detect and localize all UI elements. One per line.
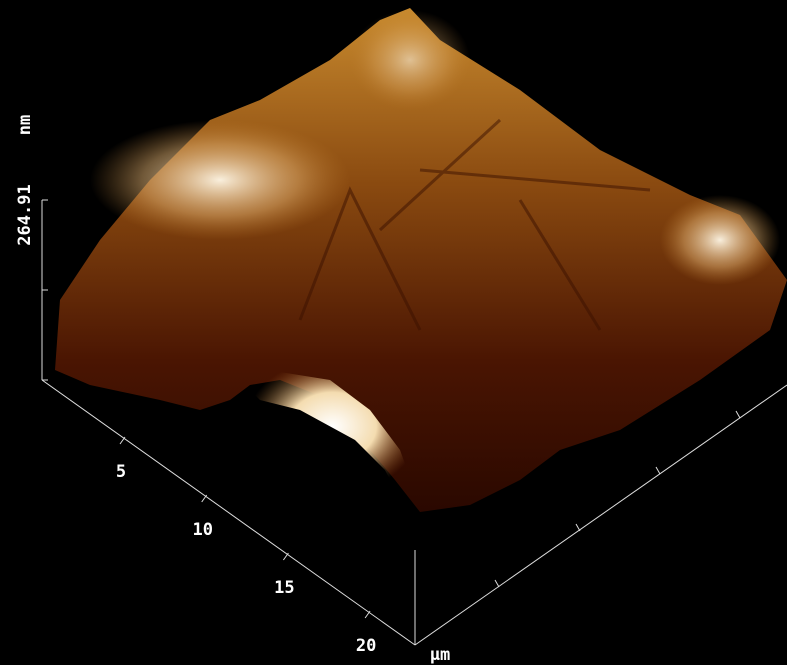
surface: [55, 8, 787, 512]
z-unit: nm: [15, 115, 35, 135]
y-tick: [495, 580, 499, 587]
y-tick: [576, 524, 580, 531]
x-tick: [202, 495, 207, 502]
page: 264.91 nm μm 5101520 (() => { const data…: [0, 0, 787, 665]
y-tick: [656, 467, 660, 474]
x-tick: [120, 437, 125, 444]
x-tick-label: 5: [116, 462, 126, 482]
xy-unit: μm: [430, 645, 450, 665]
x-tick-label: 10: [192, 520, 212, 540]
x-tick-label: 15: [274, 578, 294, 598]
afm-image: 264.91 nm μm 5 10 15 20: [0, 0, 787, 665]
z-max-label: 264.91: [15, 184, 35, 245]
x-tick-label: 20: [356, 636, 376, 656]
y-tick: [736, 411, 740, 418]
x-tick: [365, 611, 370, 618]
x-tick: [283, 553, 288, 560]
